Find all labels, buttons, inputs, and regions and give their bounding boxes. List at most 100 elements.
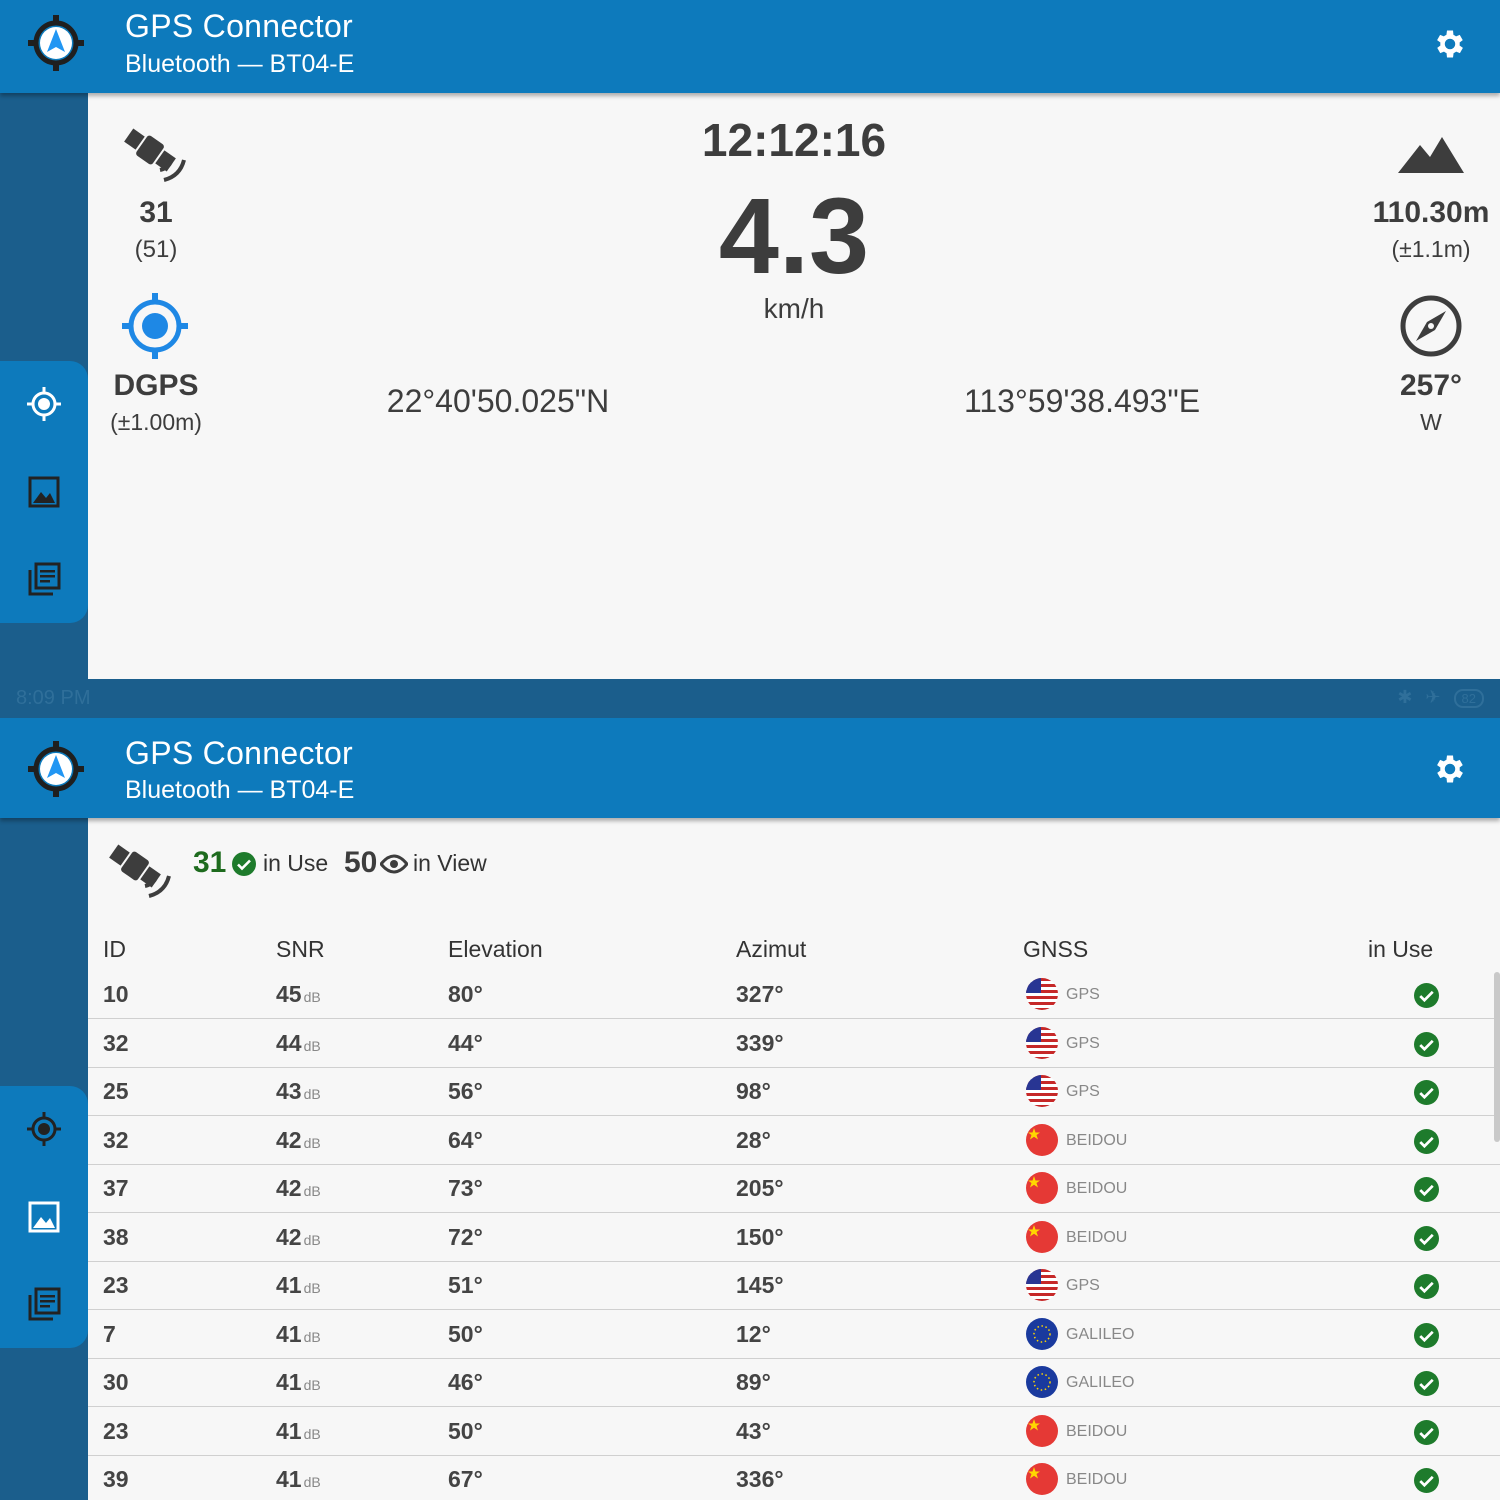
sat-gnss-label: BEIDOU [1066,1422,1128,1440]
sat-gnss-label: BEIDOU [1066,1131,1128,1149]
settings-gear-icon[interactable] [1432,26,1468,62]
satellites-used: 31 [139,196,173,229]
app-bar: GPS Connector Bluetooth — BT04-E [0,718,1500,818]
table-row: 37 42 dB 73° 205° BEIDOU [88,1165,1500,1213]
sat-snr-value: 41 [276,1466,302,1492]
sat-gnss-label: BEIDOU [1066,1180,1128,1197]
sat-snr: 41 dB [276,1466,321,1493]
table-row: 30 41 dB 46° 89° GALILEO [88,1359,1500,1407]
sat-id: 39 [103,1466,129,1492]
in-use-check-icon [1414,1419,1439,1445]
satellites-screen: GPS Connector Bluetooth — BT04-E [0,718,1500,1500]
beidou-flag-icon [1026,1123,1058,1156]
in-view-count: 50 [344,846,378,879]
settings-gear-icon[interactable] [1432,751,1468,787]
gps-flag-icon [1026,1269,1058,1301]
table-row: 23 41 dB 50° 43° BEIDOU [88,1408,1500,1456]
sat-elevation: 44° [448,1029,483,1056]
sat-snr-unit: dB [303,1280,321,1296]
sat-snr: 41 dB [276,1418,321,1445]
beidou-flag-icon [1026,1463,1058,1495]
sat-elevation: 51° [448,1272,483,1298]
eye-icon [380,854,408,874]
sat-snr: 41 dB [276,1272,321,1299]
location-nav-icon[interactable] [24,384,64,424]
sat-azimut: 145° [736,1272,784,1298]
sat-id: 30 [103,1369,129,1395]
sat-snr: 42 dB [276,1224,321,1251]
bluetooth-icon: ✱ [1397,687,1413,707]
sat-elevation: 67° [448,1466,483,1492]
app-subtitle: Bluetooth — BT04-E [125,776,355,804]
sat-id: 23 [103,1272,129,1298]
table-row: 23 41 dB 51° 145° GPS [88,1262,1500,1310]
sat-snr-value: 42 [276,1175,302,1201]
app-title: GPS Connector [125,735,354,771]
sat-id: 32 [103,1029,129,1056]
sat-gnss-label: GPS [1066,1083,1100,1100]
sat-elevation: 50° [448,1417,483,1444]
header-gnss: GNSS [1023,936,1089,962]
longitude: 113°59'38.493"E [963,383,1201,419]
galileo-flag-icon [1026,1317,1058,1350]
sat-snr-value: 42 [276,1126,302,1153]
sat-elevation: 73° [448,1175,483,1201]
header-id: ID [103,936,126,962]
app-title: GPS Connector [125,8,354,44]
sat-id: 37 [103,1175,129,1201]
altitude-value: 110.30m [1372,196,1490,229]
sat-azimut: 150° [736,1223,784,1250]
sat-elevation: 80° [448,981,483,1007]
bearing-value: 257° [1399,369,1463,402]
sat-snr-value: 45 [276,981,302,1007]
sat-snr: 44 dB [276,1030,321,1057]
side-rail [0,1086,88,1348]
table-row: 38 42 dB 72° 150° BEIDOU [88,1214,1500,1262]
sat-snr: 42 dB [276,1175,321,1202]
location-nav-icon[interactable] [24,1109,64,1149]
sat-snr: 45 dB [276,981,321,1008]
table-row: 32 42 dB 64° 28° BEIDOU [88,1117,1500,1165]
sat-id: 10 [103,981,129,1007]
sat-gnss-label: GPS [1066,1277,1100,1294]
scrollbar[interactable] [1494,972,1500,1142]
sat-snr-unit: dB [303,989,321,1005]
sat-gnss-label: GALILEO [1066,1325,1135,1343]
in-use-check-icon [1414,983,1439,1008]
sat-snr-unit: dB [303,1086,321,1102]
log-list-nav-icon[interactable] [24,559,64,599]
in-use-check-icon [1414,1322,1439,1348]
log-list-nav-icon[interactable] [24,1284,64,1324]
header-snr: SNR [276,936,325,962]
gps-flag-icon [1026,1026,1058,1059]
sat-elevation: 64° [448,1126,483,1153]
in-use-check-icon [1414,1080,1439,1105]
speed-value: 4.3 [718,175,870,296]
map-image-nav-icon[interactable] [24,472,64,512]
sat-snr-value: 41 [276,1272,302,1298]
airplane-icon: ✈ [1425,687,1441,707]
sat-gnss-label: BEIDOU [1066,1471,1128,1488]
sat-gnss-label: GPS [1066,1034,1100,1052]
sat-snr-unit: dB [303,1134,321,1151]
in-use-count: 31 [193,846,227,879]
map-image-nav-icon[interactable] [24,1197,64,1237]
sat-id: 38 [103,1223,129,1250]
beidou-flag-icon [1026,1220,1058,1253]
dashboard-panel: 31 (51) DGPS (±1.00m) 12:12:16 4.3 km/h … [88,93,1500,679]
sat-snr-unit: dB [303,1425,321,1442]
header-elevation: Elevation [448,936,543,962]
sat-azimut: 43° [736,1417,771,1444]
sat-snr: 41 dB [276,1321,321,1348]
sat-id: 23 [103,1417,129,1444]
fix-type: DGPS [113,369,199,402]
beidou-flag-icon [1026,1172,1058,1204]
sat-azimut: 28° [736,1126,771,1153]
sat-id: 25 [103,1078,129,1104]
sat-snr-unit: dB [303,1037,321,1054]
galileo-flag-icon [1026,1366,1058,1398]
table-row: 25 43 dB 56° 98° GPS [88,1068,1500,1116]
sat-azimut: 205° [736,1175,784,1201]
sat-azimut: 327° [736,981,784,1007]
in-view-label: in View [413,850,487,876]
